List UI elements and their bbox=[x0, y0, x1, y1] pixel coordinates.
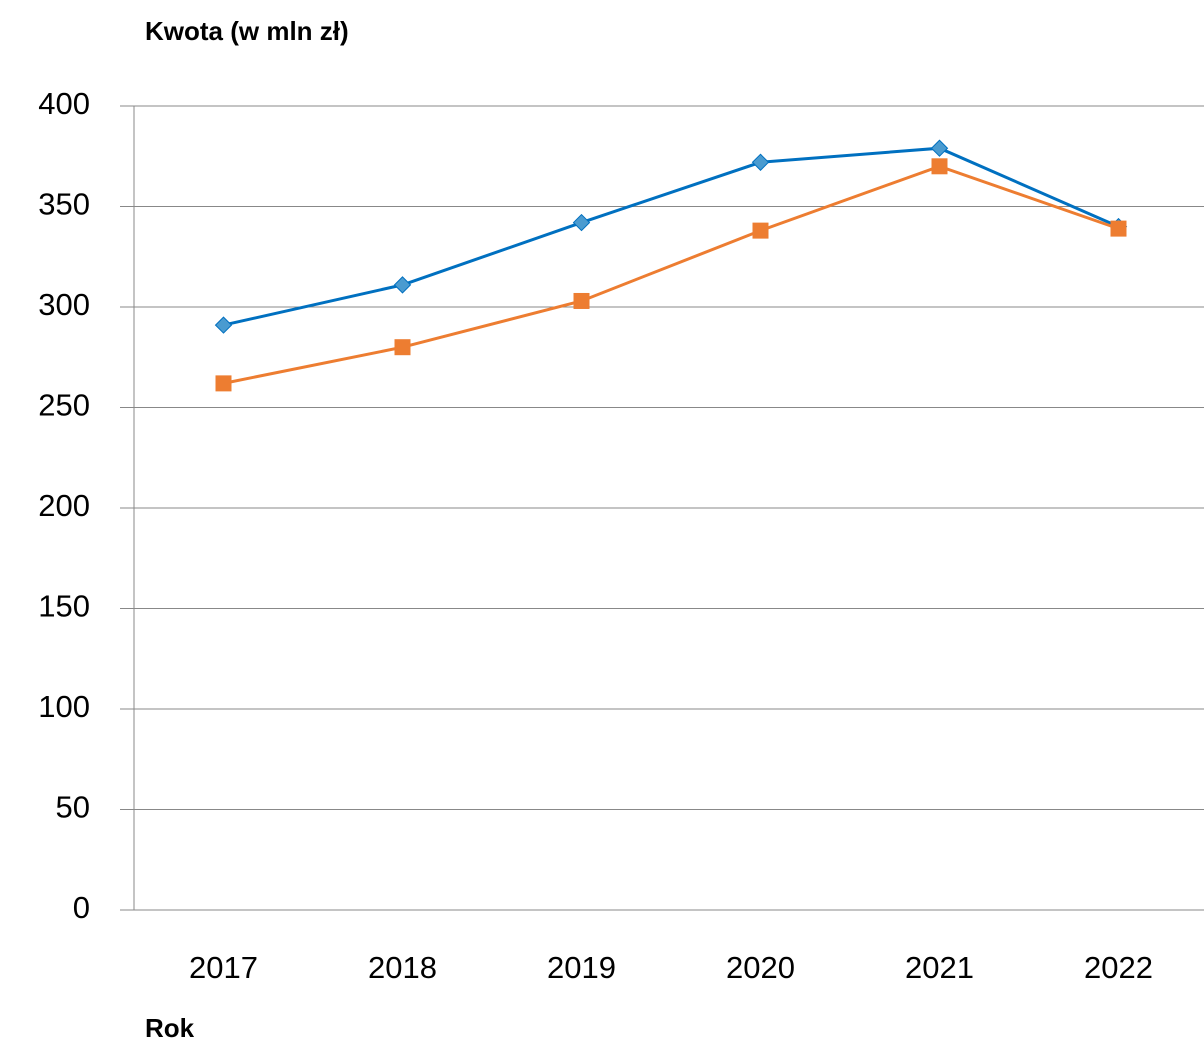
y-tick-label: 350 bbox=[38, 187, 90, 222]
x-tick-label: 2019 bbox=[547, 950, 616, 985]
y-tick-label: 100 bbox=[38, 689, 90, 724]
series-line bbox=[223, 146, 1120, 327]
marker bbox=[214, 316, 233, 334]
y-tick-label: 50 bbox=[56, 790, 90, 825]
marker bbox=[931, 158, 948, 175]
x-tick-label: 2021 bbox=[905, 950, 974, 985]
x-tick-label: 2020 bbox=[726, 950, 795, 985]
x-tick-label: 2017 bbox=[189, 950, 258, 985]
x-tick-label: 2018 bbox=[368, 950, 437, 985]
marker bbox=[393, 276, 412, 294]
x-tick-label: 2022 bbox=[1084, 950, 1153, 985]
y-tick-label: 300 bbox=[38, 287, 90, 322]
marker bbox=[573, 292, 590, 309]
marker bbox=[751, 153, 770, 171]
y-axis-title: Kwota (w mln zł) bbox=[145, 16, 349, 46]
y-tick-label: 250 bbox=[38, 388, 90, 423]
marker bbox=[930, 139, 949, 157]
marker bbox=[572, 213, 591, 232]
y-tick-label: 0 bbox=[73, 890, 90, 925]
marker bbox=[752, 222, 769, 239]
marker bbox=[1110, 220, 1127, 237]
y-tick-label: 400 bbox=[38, 86, 90, 121]
y-tick-label: 150 bbox=[38, 589, 90, 624]
marker bbox=[215, 375, 232, 392]
marker bbox=[394, 339, 411, 356]
series-line bbox=[223, 164, 1119, 385]
y-tick-label: 200 bbox=[38, 488, 90, 523]
x-axis-title: Rok bbox=[145, 1013, 195, 1043]
